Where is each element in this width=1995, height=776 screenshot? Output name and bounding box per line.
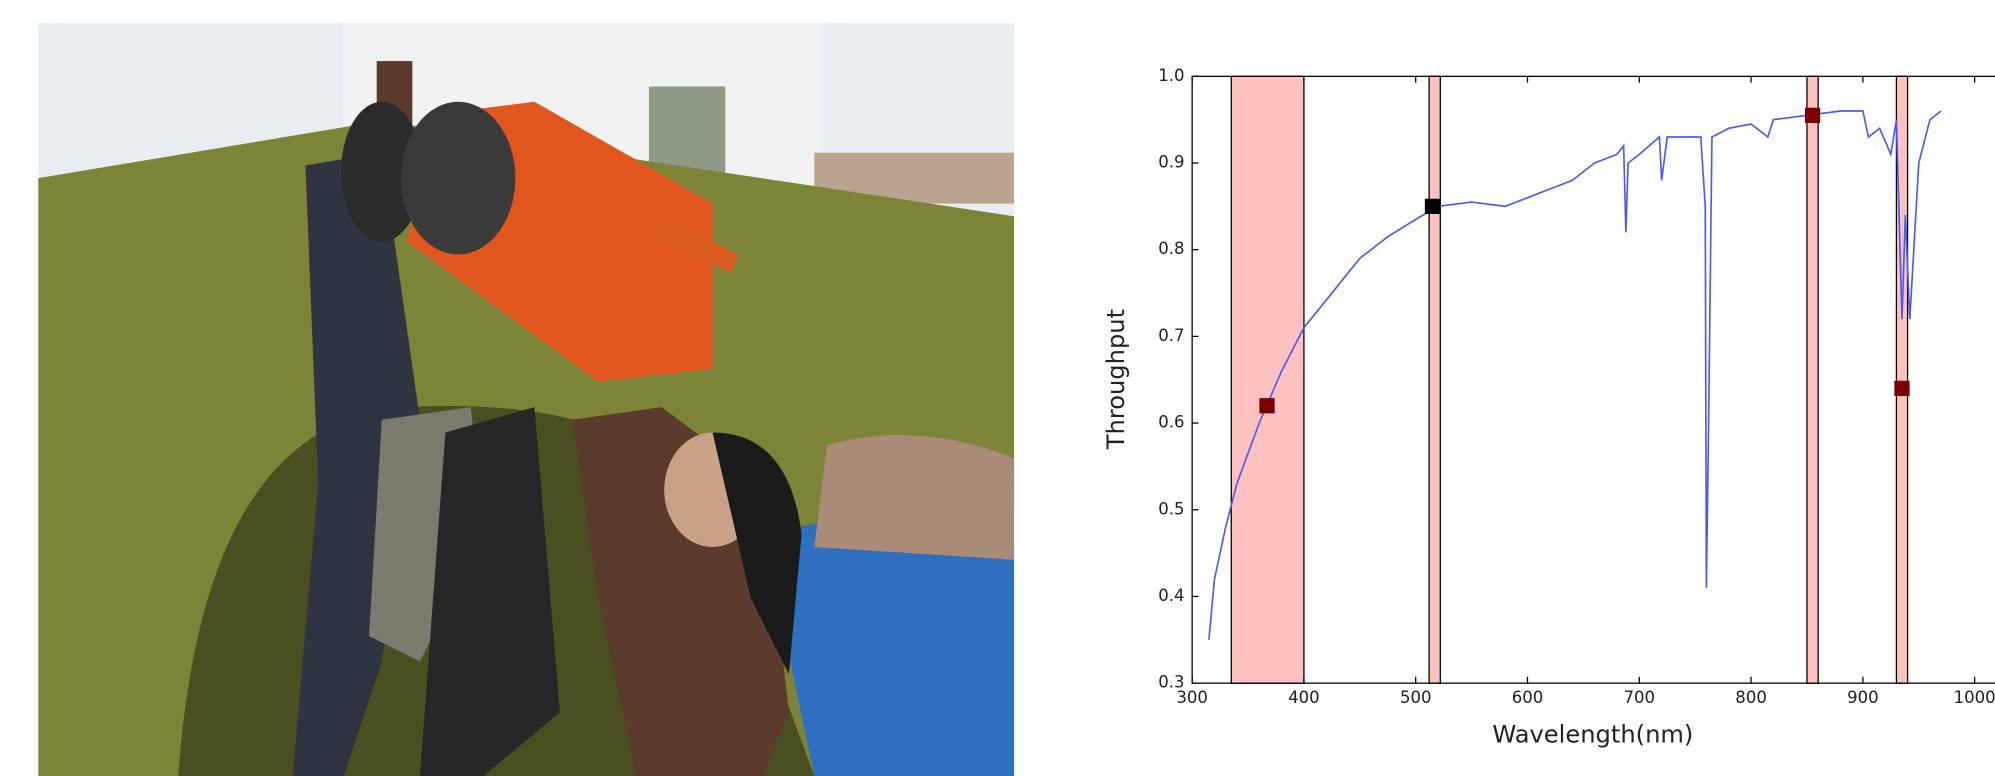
marker (1805, 108, 1820, 123)
band (1807, 76, 1818, 683)
marker (1259, 398, 1274, 413)
y-tick-label: 0.9 (1158, 153, 1184, 172)
x-axis-label: Wavelength(nm) (1492, 720, 1693, 748)
band (1231, 76, 1304, 683)
y-tick-label: 0.7 (1158, 326, 1184, 345)
page: {"chart_data": {"type": "line", "xlabel"… (0, 0, 1995, 776)
y-tick-label: 0.8 (1158, 239, 1184, 258)
photo (38, 23, 1014, 776)
x-tick-label: 700 (1624, 688, 1656, 707)
y-axis-label: Throughput (1102, 309, 1130, 450)
y-tick-label: 0.5 (1158, 499, 1184, 518)
band (1429, 76, 1440, 683)
x-tick-label: 1000 (1954, 688, 1995, 707)
y-tick-label: 0.4 (1158, 586, 1184, 605)
x-tick-label: 500 (1400, 688, 1432, 707)
plot-frame (1192, 76, 1995, 683)
x-tick-label: 300 (1176, 688, 1208, 707)
x-tick-label: 900 (1847, 688, 1879, 707)
x-tick-label: 400 (1288, 688, 1320, 707)
y-tick-label: 1.0 (1158, 66, 1184, 85)
x-tick-label: 800 (1735, 688, 1767, 707)
marker (1894, 381, 1909, 396)
figure: Wavelength(nm) Throughput 0.30.40.50.60.… (0, 0, 1995, 776)
marker (1425, 199, 1440, 214)
x-tick-label: 600 (1512, 688, 1544, 707)
y-tick-label: 0.6 (1158, 413, 1184, 432)
